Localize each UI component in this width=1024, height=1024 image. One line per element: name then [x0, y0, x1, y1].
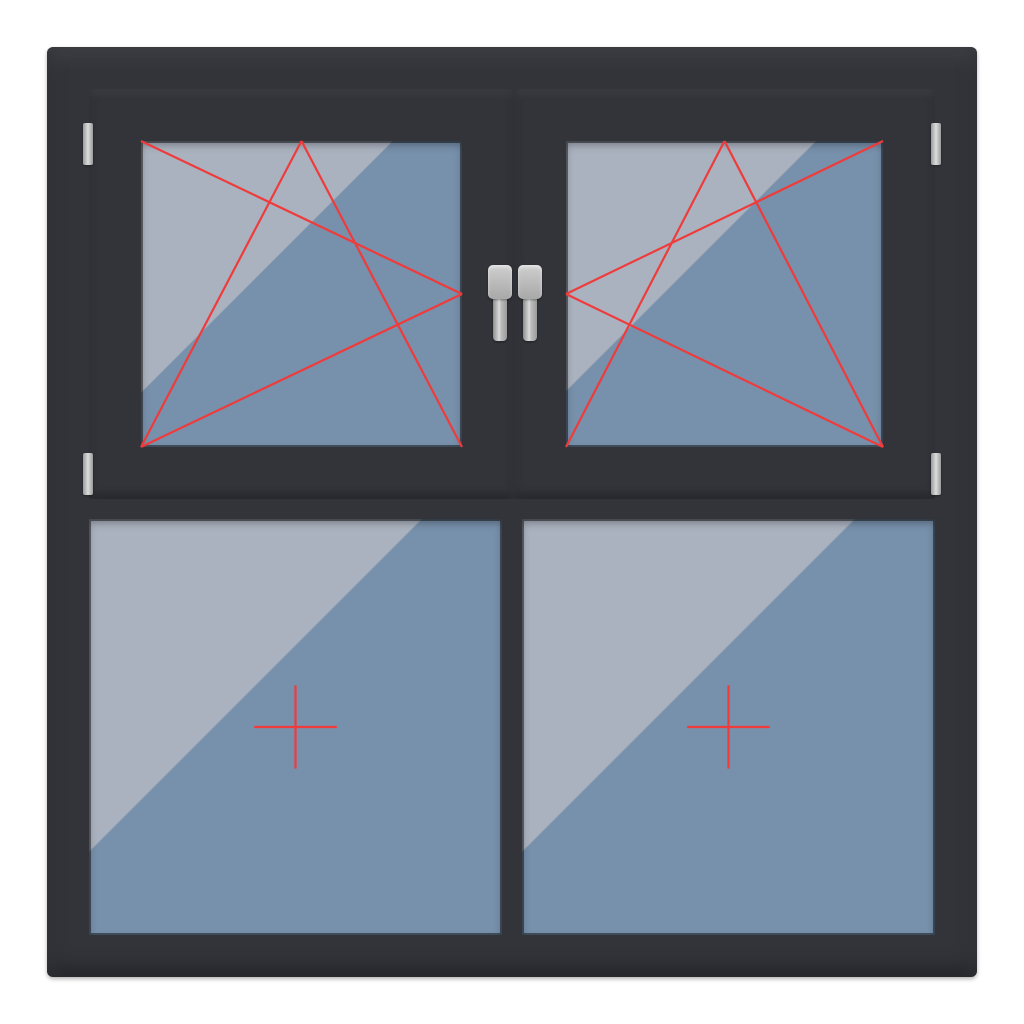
pane-top-left [89, 89, 514, 499]
hinge-left-0 [83, 123, 93, 165]
glass-bottom-right [522, 519, 935, 935]
window-configuration-diagram [47, 47, 977, 977]
pane-bottom-right [522, 519, 935, 935]
handle-top-right [523, 293, 537, 341]
pane-top-right [514, 89, 935, 499]
glass-top-left [141, 141, 462, 447]
pane-container [47, 47, 977, 977]
handle-top-left [493, 293, 507, 341]
hinge-right-2 [931, 123, 941, 165]
glass-bottom-left [89, 519, 502, 935]
hinge-left-1 [83, 453, 93, 495]
glass-top-right [566, 141, 883, 447]
hinge-right-3 [931, 453, 941, 495]
pane-bottom-left [89, 519, 502, 935]
